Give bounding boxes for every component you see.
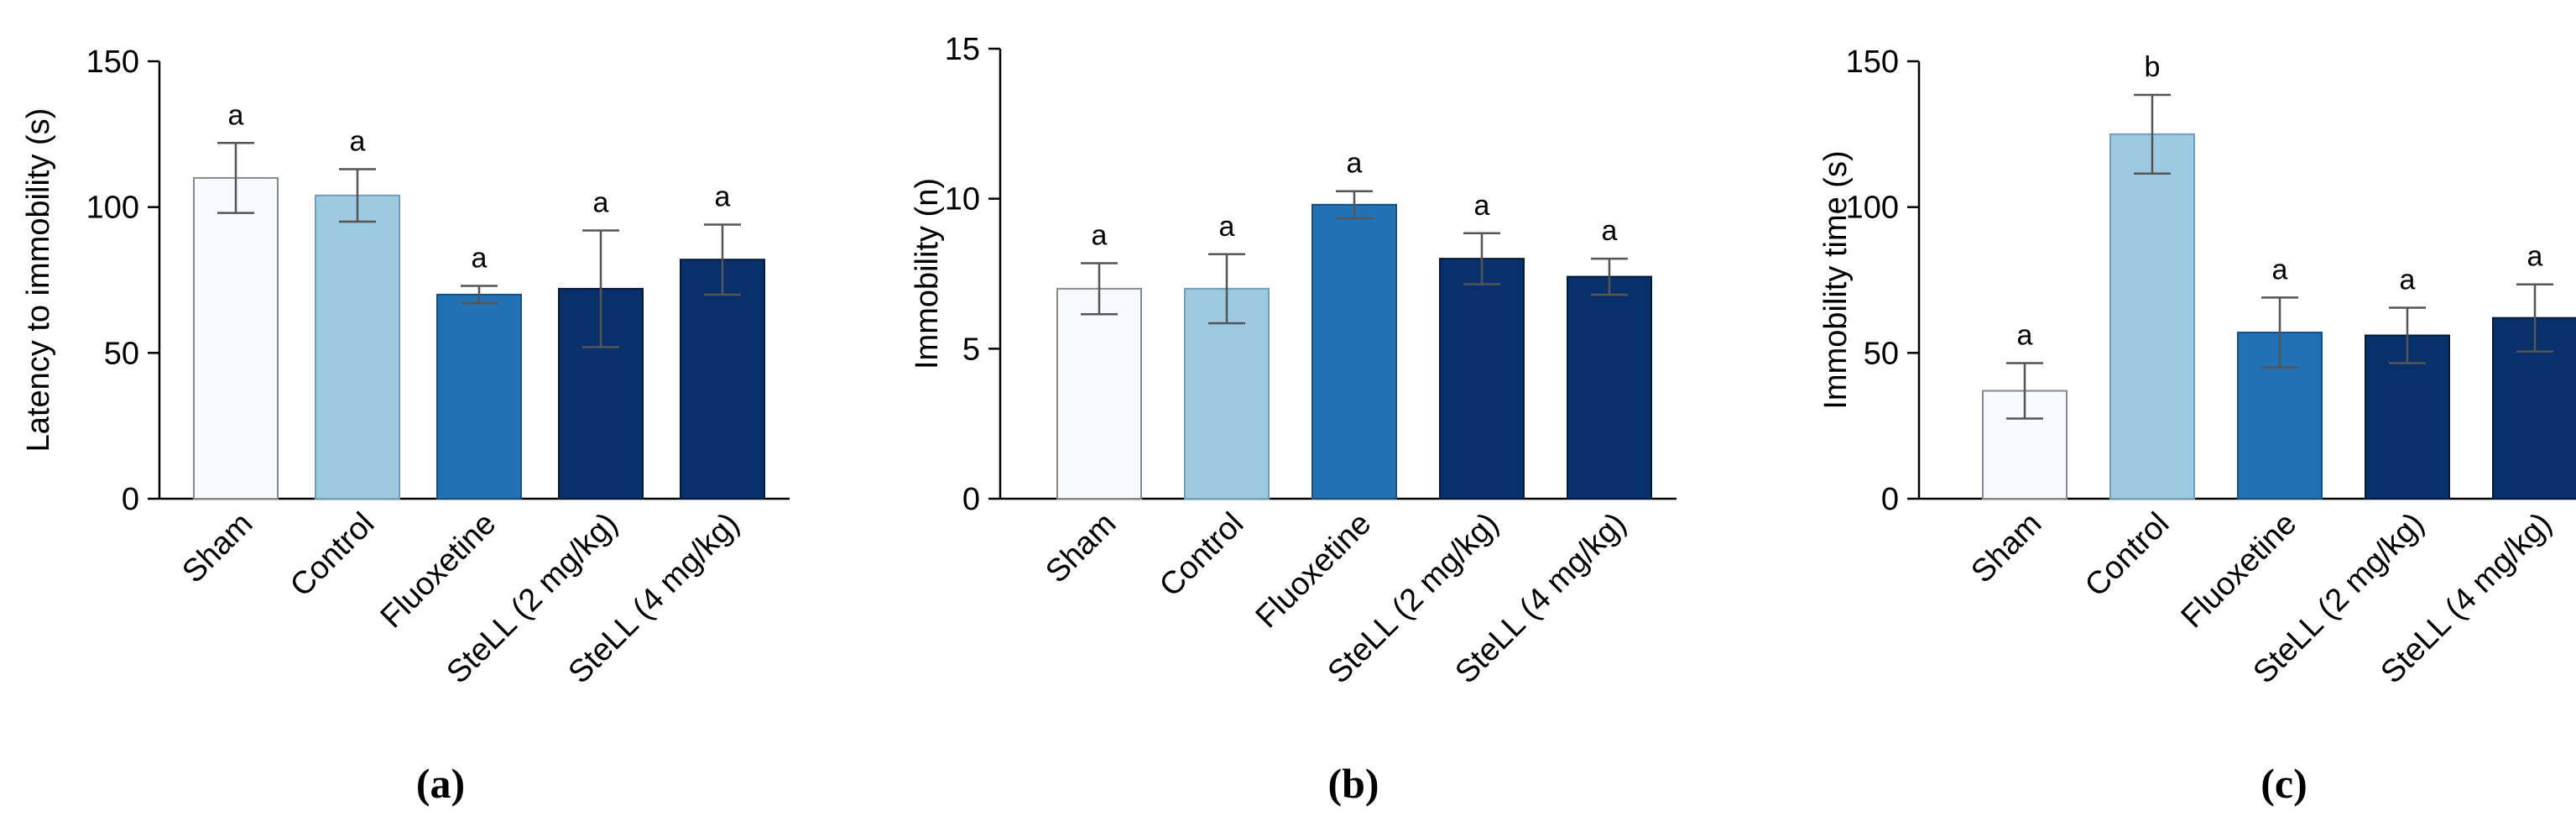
- panel-3-significance-letter: a: [2272, 254, 2288, 285]
- panel-2-bar: [1056, 287, 1142, 500]
- panel-1-bar: [315, 194, 400, 500]
- panel-3-x-tick-label: Control: [2078, 506, 2176, 604]
- panel-2-bar: [1311, 203, 1397, 500]
- panel-1-x-tick-label: Control: [284, 506, 381, 604]
- panel-3-x-tick-label: Sham: [1964, 506, 2048, 590]
- panel-2-significance-letter: a: [1602, 215, 1618, 247]
- panel-2-bar: [1567, 275, 1652, 500]
- panel-1-y-tick-label: 0: [122, 482, 139, 517]
- panel-1-significance-letter: a: [593, 186, 609, 218]
- panel-2-y-tick-label: 5: [962, 332, 980, 367]
- panel-3-significance-letter: b: [2145, 51, 2161, 83]
- panel-1-y-tick-label: 150: [86, 44, 139, 80]
- panel-2-significance-letter: a: [1474, 190, 1490, 222]
- panel-3-significance-letter: a: [2527, 241, 2543, 273]
- panel-3-significance-letter: a: [2400, 264, 2416, 296]
- panel-1-x-tick-label: Sham: [175, 506, 259, 590]
- panel-2-y-axis-title: Immobility (n): [910, 178, 945, 369]
- panel-3-y-tick-label: 100: [1846, 191, 1899, 226]
- panel-1-significance-letter: a: [715, 181, 731, 213]
- panel-3-y-tick-label: 0: [1881, 482, 1899, 517]
- panel-1-y-tick-label: 100: [86, 191, 139, 226]
- panel-1-bar: [680, 259, 765, 500]
- panel-1-significance-letter: a: [472, 242, 488, 274]
- panel-1-significance-letter: a: [350, 126, 366, 158]
- panel-2-bar: [1439, 258, 1525, 500]
- panel-1-y-tick-label: 50: [104, 336, 139, 371]
- panel-3-y-tick-label: 150: [1846, 44, 1899, 80]
- panel-2-x-tick-label: Control: [1153, 506, 1250, 604]
- panel-3-bar: [2109, 133, 2195, 500]
- panel-1-label: (a): [416, 760, 465, 807]
- panel-2-y-tick-label: 0: [962, 482, 980, 517]
- panel-3-y-axis-title: Immobility time (s): [1818, 150, 1854, 409]
- panel-2-significance-letter: a: [1347, 148, 1363, 180]
- panel-2-label: (b): [1327, 760, 1379, 807]
- panel-1-y-axis-title: Latency to immobility (s): [21, 108, 56, 453]
- panel-2-x-tick-label: Sham: [1039, 506, 1123, 590]
- panel-3-label: (c): [2261, 760, 2307, 807]
- panel-3-y-tick-label: 50: [1864, 336, 1899, 371]
- panel-2-y-tick-label: 15: [945, 32, 980, 67]
- panel-1-bar: [436, 293, 522, 500]
- panel-1-bar: [193, 176, 279, 500]
- panel-1-x-tick-label: Fluoxetine: [374, 506, 503, 636]
- panel-2-significance-letter: a: [1092, 219, 1108, 251]
- panel-1-significance-letter: a: [228, 99, 244, 131]
- panel-3-x-tick-label: Fluoxetine: [2175, 506, 2304, 636]
- panel-3-significance-letter: a: [2017, 319, 2033, 351]
- panel-2-x-tick-label: Fluoxetine: [1249, 506, 1379, 636]
- panel-2-y-tick-label: 10: [945, 182, 980, 217]
- panel-2-significance-letter: a: [1219, 211, 1235, 243]
